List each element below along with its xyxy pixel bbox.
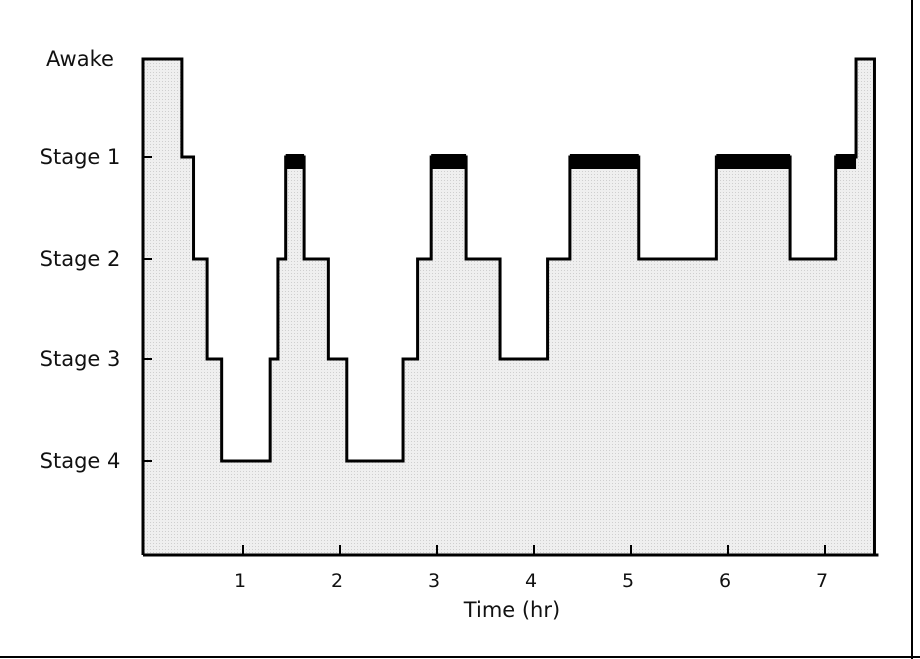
x-tick-label: 1 [234, 570, 246, 592]
x-tick-label: 7 [816, 570, 828, 592]
y-tick-label: Stage 2 [40, 247, 121, 271]
x-tick-label: 6 [719, 570, 731, 592]
y-tick-label: Awake [46, 47, 114, 71]
y-tick-label: Stage 3 [40, 347, 121, 371]
stage-area-fill [143, 59, 875, 555]
y-tick-label: Stage 1 [40, 145, 121, 169]
stage-step-line [141, 57, 876, 555]
y-tick-label: Stage 4 [40, 449, 121, 473]
x-tick-label: 4 [525, 570, 537, 592]
x-tick-label: 3 [428, 570, 440, 592]
x-tick-label: 5 [622, 570, 634, 592]
x-tick-label: 2 [331, 570, 343, 592]
x-axis-label: Time (hr) [463, 598, 560, 622]
